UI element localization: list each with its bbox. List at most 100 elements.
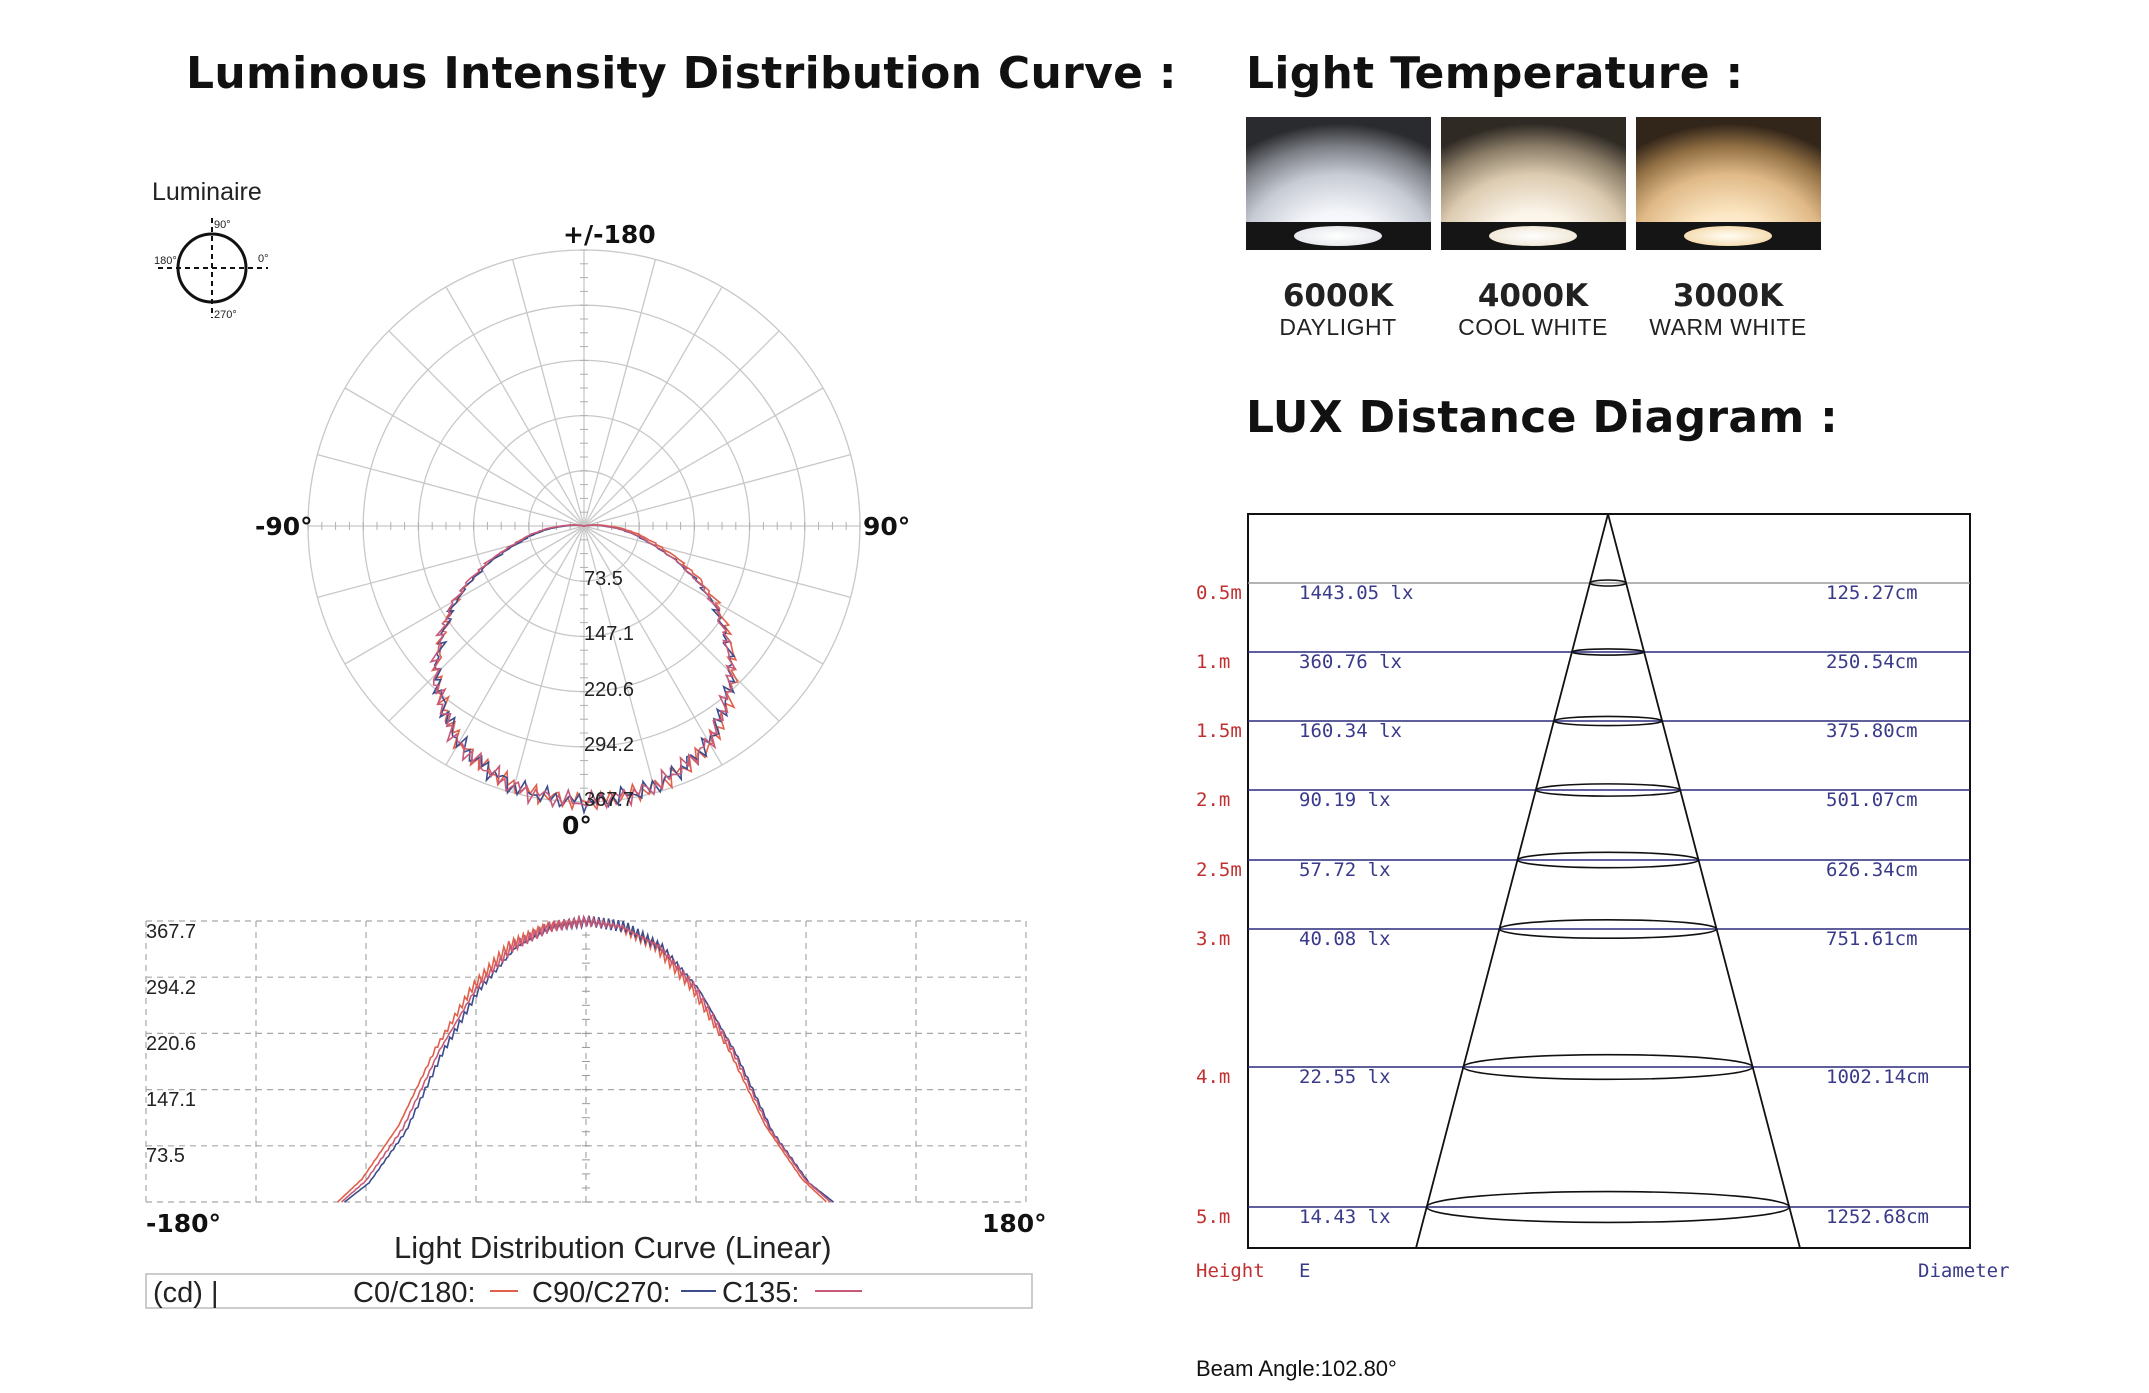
- linear-y-tick: 367.7: [146, 921, 196, 943]
- linear-curve-c135: [341, 914, 831, 1203]
- polar-curves: [429, 524, 739, 815]
- lux-row-height: 4.m: [1196, 1066, 1230, 1088]
- polar-spoke: [583, 330, 780, 527]
- linear-curve-c90-c270: [344, 914, 834, 1203]
- lux-row-lux: 40.08 lx: [1299, 928, 1391, 950]
- icon-label-180: 180°: [154, 255, 177, 267]
- linear-curves: [337, 914, 834, 1203]
- linear-x-max-label: 180°: [982, 1209, 1047, 1238]
- lux-row-diameter: 1002.14cm: [1826, 1066, 1929, 1088]
- luminaire-orientation-icon: 90° 180° 0° 270°: [154, 218, 269, 321]
- polar-spoke: [344, 525, 585, 665]
- linear-grid: [145, 920, 1027, 1203]
- lux-row-height: 1.m: [1196, 651, 1230, 673]
- lux-row-lux: 1443.05 lx: [1299, 582, 1413, 604]
- linear-legend: (cd) | C0/C180: C90/C270: C135:: [145, 1273, 1033, 1309]
- lux-row-diameter: 1252.68cm: [1826, 1206, 1929, 1228]
- polar-ring-label: 367.7: [584, 789, 634, 811]
- polar-curve-c135: [429, 524, 737, 810]
- warm-white-swatch: [1636, 117, 1821, 250]
- polar-spoke: [583, 286, 723, 527]
- polar-spoke: [583, 259, 657, 527]
- lux-row-height: 2.m: [1196, 789, 1230, 811]
- polar-spoke: [445, 525, 585, 766]
- lux-row-height: 5.m: [1196, 1206, 1230, 1228]
- temp-name-cool-white: COOL WHITE: [1458, 314, 1608, 340]
- polar-label-top: +/-180: [563, 220, 656, 249]
- temp-kelvin-4000: 4000K: [1477, 278, 1589, 314]
- polar-ring-label: 220.6: [584, 679, 634, 701]
- lux-row-diameter: 125.27cm: [1826, 582, 1918, 604]
- legend-unit: (cd) |: [153, 1277, 219, 1309]
- icon-label-0: 0°: [258, 253, 269, 265]
- polar-spoke: [583, 525, 723, 766]
- icon-label-90: 90°: [214, 219, 231, 231]
- icon-label-270: 270°: [214, 309, 237, 321]
- polar-spoke: [583, 525, 780, 722]
- polar-ring-label: 147.1: [584, 623, 634, 645]
- lux-row-diameter: 501.07cm: [1826, 789, 1918, 811]
- polar-spoke: [344, 387, 585, 527]
- polar-spoke: [583, 387, 824, 527]
- linear-y-tick: 220.6: [146, 1033, 196, 1055]
- lux-distance-diagram: [1247, 513, 1971, 1249]
- polar-spoke: [317, 453, 585, 527]
- polar-spoke: [511, 259, 585, 527]
- polar-label-right: 90°: [863, 512, 910, 541]
- lux-row-lux: 160.34 lx: [1299, 720, 1402, 742]
- daylight-swatch: [1246, 117, 1431, 250]
- lux-row-lux: 360.76 lx: [1299, 651, 1402, 673]
- polar-spoke: [388, 330, 585, 527]
- lux-height-lines: [1248, 582, 1970, 1208]
- lux-row-diameter: 375.80cm: [1826, 720, 1918, 742]
- lux-row-diameter: 626.34cm: [1826, 859, 1918, 881]
- temp-kelvin-3000: 3000K: [1672, 278, 1784, 314]
- polar-spoke: [511, 525, 585, 793]
- lux-footer-height: Height: [1196, 1260, 1265, 1282]
- legend-item-c0: C0/C180:: [353, 1277, 476, 1309]
- lux-cone-right-edge: [1607, 513, 1801, 1249]
- linear-y-tick: 73.5: [146, 1145, 185, 1167]
- lux-row-lux: 90.19 lx: [1299, 789, 1391, 811]
- polar-spoke: [445, 286, 585, 527]
- lux-row-lux: 57.72 lx: [1299, 859, 1391, 881]
- cool-white-swatch: [1441, 117, 1626, 250]
- legend-item-c135: C135:: [722, 1277, 799, 1309]
- lux-row-height: 2.5m: [1196, 859, 1242, 881]
- lux-cone-left-edge: [1415, 513, 1609, 1249]
- lux-row-lux: 14.43 lx: [1299, 1206, 1391, 1228]
- linear-y-tick: 294.2: [146, 977, 196, 999]
- lux-row-lux: 22.55 lx: [1299, 1066, 1391, 1088]
- polar-spoke: [388, 525, 585, 722]
- temp-name-daylight: DAYLIGHT: [1279, 314, 1397, 340]
- temp-kelvin-6000: 6000K: [1282, 278, 1394, 314]
- polar-spoke: [583, 453, 851, 527]
- polar-spoke: [583, 525, 657, 793]
- lux-row-height: 0.5m: [1196, 582, 1242, 604]
- polar-spoke: [583, 525, 851, 599]
- polar-spoke: [317, 525, 585, 599]
- lux-footer-diameter: Diameter: [1918, 1260, 2010, 1282]
- temp-name-warm-white: WARM WHITE: [1649, 314, 1807, 340]
- lux-labels: 0.5m 1443.05 lx 125.27cm 1.m 360.76 lx 250.54…: [1196, 582, 1929, 1228]
- lidc-title: Luminous Intensity Distribution Curve :: [186, 48, 1177, 99]
- linear-caption: Light Distribution Curve (Linear): [394, 1230, 832, 1265]
- luminaire-label: Luminaire: [152, 178, 262, 206]
- lux-row-height: 1.5m: [1196, 720, 1242, 742]
- lux-row-diameter: 250.54cm: [1826, 651, 1918, 673]
- lux-row-height: 3.m: [1196, 928, 1230, 950]
- polar-spoke: [583, 525, 824, 665]
- beam-angle: Beam Angle:102.80°: [1196, 1356, 1397, 1381]
- light-temperature-title: Light Temperature :: [1246, 48, 1744, 99]
- polar-label-left: -90°: [255, 512, 313, 541]
- linear-x-min-label: -180°: [146, 1209, 221, 1238]
- lux-footer-e: E: [1299, 1260, 1310, 1282]
- polar-ring-label: 73.5: [584, 568, 623, 590]
- polar-label-bottom: 0°: [562, 811, 592, 840]
- legend-item-c90: C90/C270:: [532, 1277, 671, 1309]
- polar-ring-label: 294.2: [584, 734, 634, 756]
- lux-row-diameter: 751.61cm: [1826, 928, 1918, 950]
- linear-y-tick: 147.1: [146, 1089, 196, 1111]
- lux-diagram-title: LUX Distance Diagram :: [1246, 392, 1839, 443]
